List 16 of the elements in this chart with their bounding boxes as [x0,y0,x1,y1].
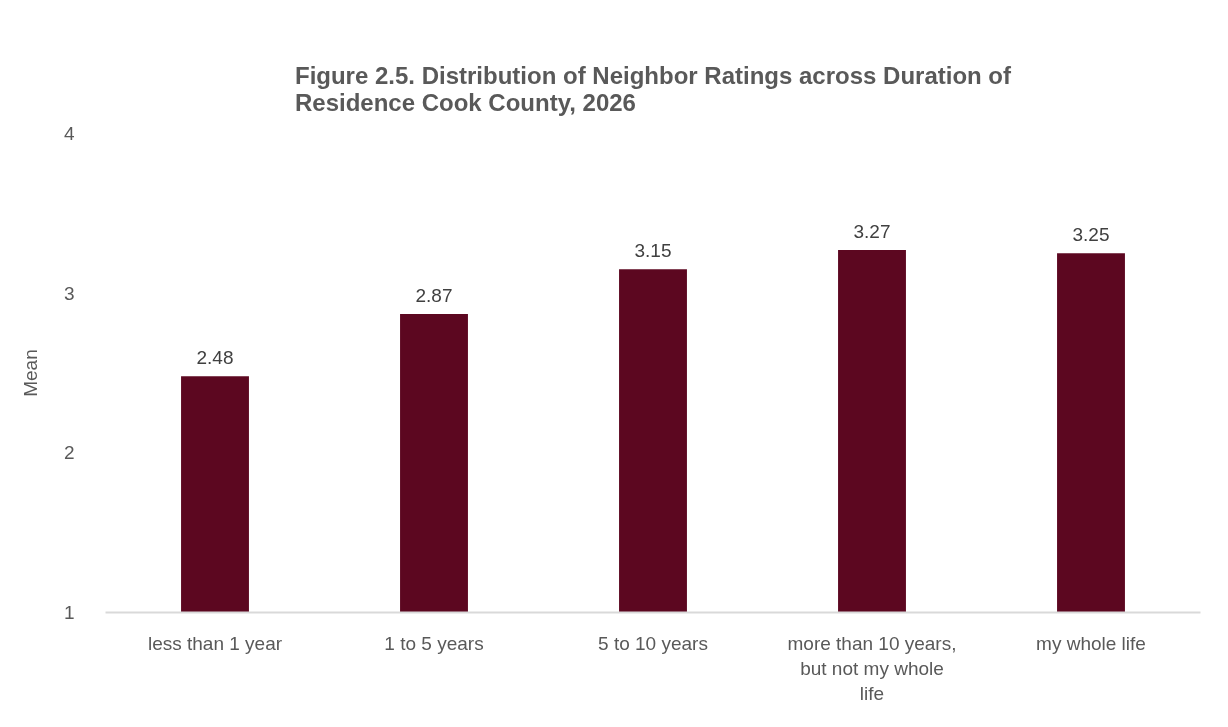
x-tick-label: my whole life [1036,632,1146,654]
x-tick-label: 1 to 5 years [384,632,484,654]
y-tick-label: 1 [63,602,75,623]
y-tick-label: 2 [63,442,75,464]
y-axis-title: Mean [19,349,41,397]
y-tick-label: 3 [63,282,75,304]
chart-title: Figure 2.5. Distribution of Neighbor Ratings across Duration of Residence Cook County, 2026 [294,62,1013,116]
y-tick-label: 4 [63,123,75,144]
data-label: 2.48 [196,347,234,369]
x-tick-label: 5 to 10 years [598,632,708,654]
data-label: 3.27 [853,221,891,243]
data-label: 3.25 [1072,224,1110,246]
data-label: 3.15 [634,240,672,262]
x-tick-label: more than 10 years, but not my whole life [787,632,957,704]
x-tick-label: less than 1 year [147,632,283,654]
data-label: 2.87 [415,284,453,306]
